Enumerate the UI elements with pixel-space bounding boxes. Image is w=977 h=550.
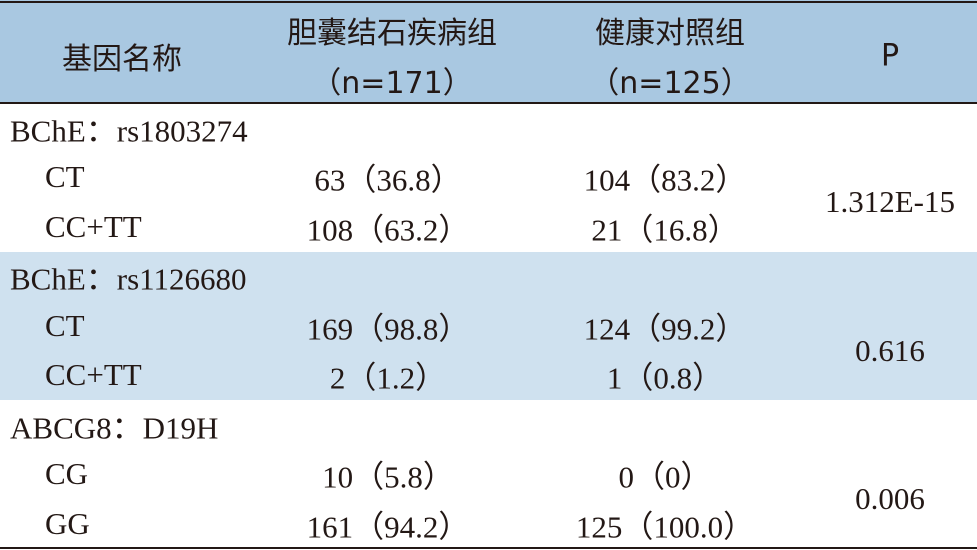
group-title: BChE：rs1803274 [10,113,248,149]
header-gene: 基因名称 [62,42,182,77]
header-n: （n=171） [311,66,473,101]
header-group: 健康对照组 [595,16,745,51]
header-n: （n=125） [589,66,751,101]
cell: 125（100.0） [575,509,755,545]
group-title: BChE：rs1126680 [10,261,247,297]
p-value: 0.006 [855,481,925,516]
cell: 169（98.8） [306,311,470,347]
cell: 108（63.2） [306,212,470,248]
header-group: 胆囊结石疾病组 [287,16,497,51]
cell: 10（5.8） [322,459,454,495]
p-value: 1.312E-15 [824,184,956,219]
bottom-rule [0,547,977,549]
cell: 2（1.2） [329,360,447,396]
genotype: CC+TT [45,208,142,244]
header-p: P [880,38,900,74]
header-band [0,0,977,103]
cell: 21（16.8） [591,212,739,248]
cell: 124（99.2） [583,311,747,347]
p-value: 0.616 [855,332,925,368]
header-rule [0,102,977,104]
genotype: CG [45,456,89,492]
genotype: CT [45,307,85,343]
top-rule [0,1,977,3]
group-title: ABCG8：D19H [10,410,219,446]
cell: 63（36.8） [314,162,462,198]
genotype: CT [45,159,85,195]
genotype: GG [45,505,90,541]
cell: 161（94.2） [306,509,470,545]
cell: 104（83.2） [583,162,747,198]
group-band [0,251,977,400]
cell: 1（0.8） [606,360,724,396]
cell: 0（0） [618,459,712,495]
genotype: CC+TT [45,357,142,393]
